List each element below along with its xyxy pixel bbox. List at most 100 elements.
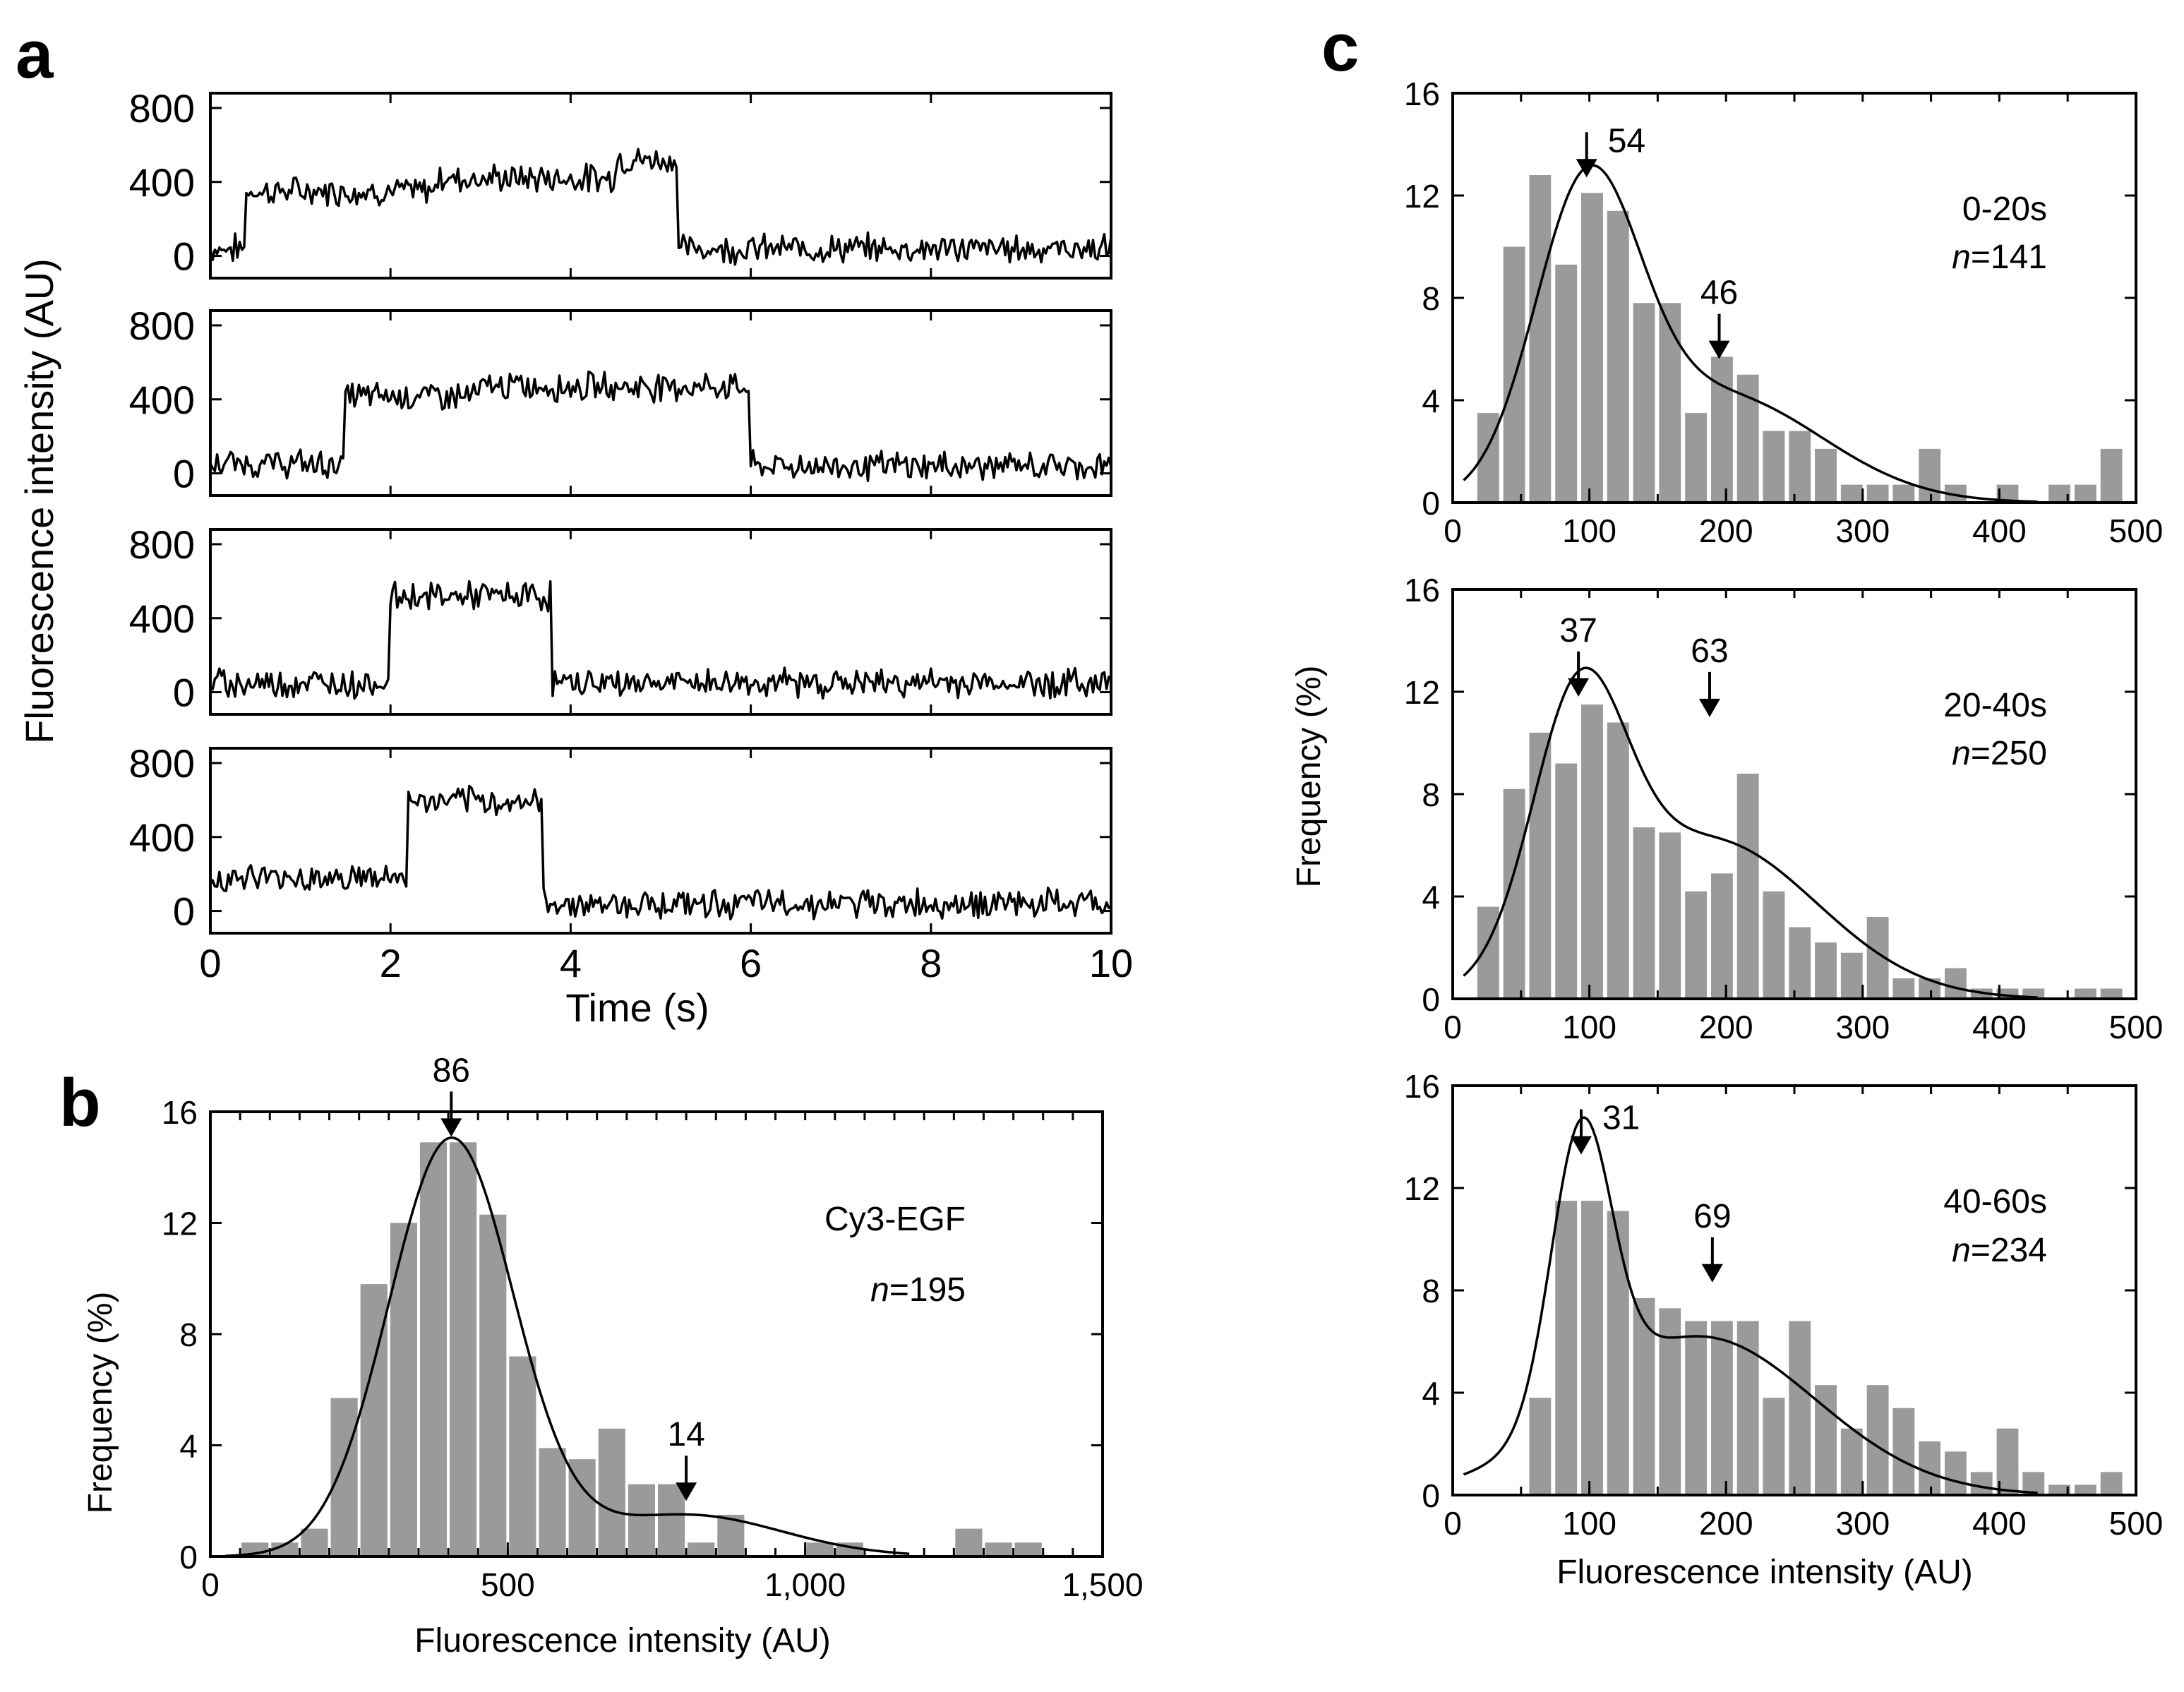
panel-c3-bar	[1840, 1428, 1863, 1495]
panel-c1-ytick-label: 12	[1404, 178, 1440, 215]
panel-c1-ytick-label: 0	[1422, 485, 1440, 522]
panel-c1-bar	[1892, 484, 1915, 503]
panel-b-arrow-1-head	[440, 1118, 462, 1137]
panel-c3-xtick-label: 200	[1699, 1505, 1753, 1542]
panel-c1-bar	[1581, 193, 1603, 503]
panel-c3-bar	[1555, 1201, 1578, 1495]
panel-c1-arrow-1-head	[1576, 159, 1597, 178]
panel-c1-bar	[1763, 431, 1785, 503]
panel-c2-ytick-label: 8	[1422, 776, 1440, 813]
panel-c2-arrow-1-head	[1568, 678, 1590, 697]
panel-c1-xtick-label: 400	[1972, 512, 2027, 549]
trace-1-line	[209, 148, 1112, 266]
panel-b-annotation-2: 14	[667, 1416, 704, 1453]
panel-c1-bar	[1919, 448, 1941, 503]
panel-c1-bar	[1555, 264, 1578, 503]
panel-a-xlabel: Time (s)	[565, 985, 709, 1030]
panel-b-bar	[955, 1528, 983, 1556]
panel-c1-legend-label: 0-20s	[1962, 191, 2047, 228]
panel-c2-bar	[1840, 952, 1863, 999]
panel-c2-ytick-label: 16	[1404, 572, 1440, 608]
trace-2-frame	[209, 309, 1112, 497]
panel-b-bar	[598, 1428, 625, 1556]
panel-c3-bar	[2074, 1484, 2096, 1495]
panel-c1-bar	[1866, 484, 1889, 503]
panel-c1-bar	[1815, 448, 1837, 503]
panel-c1-arrow-2-head	[1708, 340, 1730, 359]
panel-c2-bar	[1945, 968, 1967, 999]
panel-c3-legend-label: 40-60s	[1943, 1183, 2047, 1220]
panel-c3-legend-n: n=234	[1952, 1232, 2047, 1269]
panel-b-xlabel: Fluorescence intensity (AU)	[414, 1622, 831, 1660]
panel-c2-fit-curve	[1463, 666, 2038, 999]
panel-b-fit-curve	[225, 1136, 910, 1557]
panel-c2-xtick-label: 500	[2109, 1009, 2164, 1045]
panel-b-bar	[509, 1356, 536, 1556]
panel-b-bar	[271, 1542, 299, 1556]
panel-c2-xtick-label: 200	[1699, 1009, 1753, 1045]
panel-c2-ytick-label: 4	[1422, 879, 1440, 916]
panel-b-bar	[688, 1542, 715, 1556]
panel-c1-xtick-label: 200	[1699, 512, 1753, 549]
panel-b-bar	[806, 1542, 834, 1556]
panel-c2-bar	[1892, 978, 1915, 999]
panel-c1-bar	[1659, 303, 1681, 503]
panel-c3-ytick-label: 16	[1404, 1068, 1440, 1105]
panel-b-ytick-label: 12	[162, 1206, 198, 1242]
panel-c2-bar	[1477, 906, 1499, 999]
trace-4-line	[209, 784, 1112, 920]
panel-a-xtick-label: 8	[920, 941, 942, 985]
panel-c2-annotation-1: 37	[1559, 612, 1597, 649]
panel-c2-annotation-2: 63	[1691, 632, 1728, 670]
panel-b-bar	[330, 1398, 358, 1556]
panel-c3-xtick-label: 400	[1972, 1505, 2027, 1542]
panel-c3-ytick-label: 0	[1422, 1477, 1440, 1514]
panel-c1-annotation-1: 54	[1608, 122, 1645, 160]
panel-c1-bar	[1710, 356, 1733, 503]
panel-c1-bar	[2100, 448, 2123, 503]
panel-c2-bar	[1815, 942, 1837, 999]
panel-c3-annotation-1: 31	[1602, 1100, 1640, 1137]
panel-b-bar	[419, 1142, 448, 1556]
panel-b-bar	[390, 1223, 417, 1556]
panel-a-traces: Fluorescence intensity (AU) Time (s) 040…	[17, 86, 1133, 1030]
panel-c1-bar	[1633, 303, 1655, 503]
panel-c2-xtick-label: 100	[1562, 1009, 1616, 1045]
panel-c3-annotation-2: 69	[1693, 1198, 1731, 1235]
panel-b-bar	[301, 1528, 328, 1556]
panel-c1-legend-n: n=141	[1952, 239, 2047, 276]
panel-a-xtick-label: 4	[560, 941, 582, 985]
trace-1-ytick-label: 400	[129, 160, 195, 205]
panel-b-bar	[539, 1448, 566, 1556]
trace-4-ytick-label: 400	[129, 815, 195, 860]
panel-c2-legend-label: 20-40s	[1943, 687, 2047, 724]
panel-c1-xtick-label: 300	[1835, 512, 1890, 549]
panel-c3-fit-curve	[1463, 1116, 2038, 1494]
panel-c3-bar	[1607, 1211, 1629, 1495]
panel-c3-bar	[1945, 1451, 1967, 1495]
trace-2-line	[209, 370, 1112, 482]
panel-b-bar	[1014, 1542, 1042, 1556]
panel-label-c: c	[1321, 10, 1359, 85]
trace-3-ytick-label: 800	[129, 522, 195, 567]
panel-c3-xtick-label: 500	[2109, 1505, 2164, 1542]
panel-c1-xtick-label: 500	[2109, 512, 2164, 549]
panel-c3-bar	[1633, 1297, 1655, 1495]
panel-c3-bar	[1763, 1398, 1785, 1495]
panel-c3-bar	[1866, 1385, 1889, 1495]
panel-b-ytick-label: 8	[179, 1316, 198, 1353]
panel-b-legend-label: Cy3-EGF	[824, 1201, 966, 1238]
panel-c1-bar	[1840, 484, 1863, 503]
panel-c3-bar	[1710, 1321, 1733, 1495]
trace-1-frame	[209, 92, 1112, 280]
trace-3-line	[210, 580, 1112, 700]
panel-c1-xtick-label: 100	[1562, 512, 1616, 549]
panel-c3-bar	[1581, 1201, 1603, 1495]
panel-a-xtick-label: 10	[1089, 941, 1133, 985]
trace-2-ytick-label: 400	[129, 378, 195, 422]
panel-b-bar	[450, 1142, 477, 1556]
panel-b-bar	[985, 1542, 1012, 1556]
panel-c2-bar	[1789, 927, 1811, 999]
panel-b-xtick-label: 1,500	[1062, 1566, 1143, 1603]
